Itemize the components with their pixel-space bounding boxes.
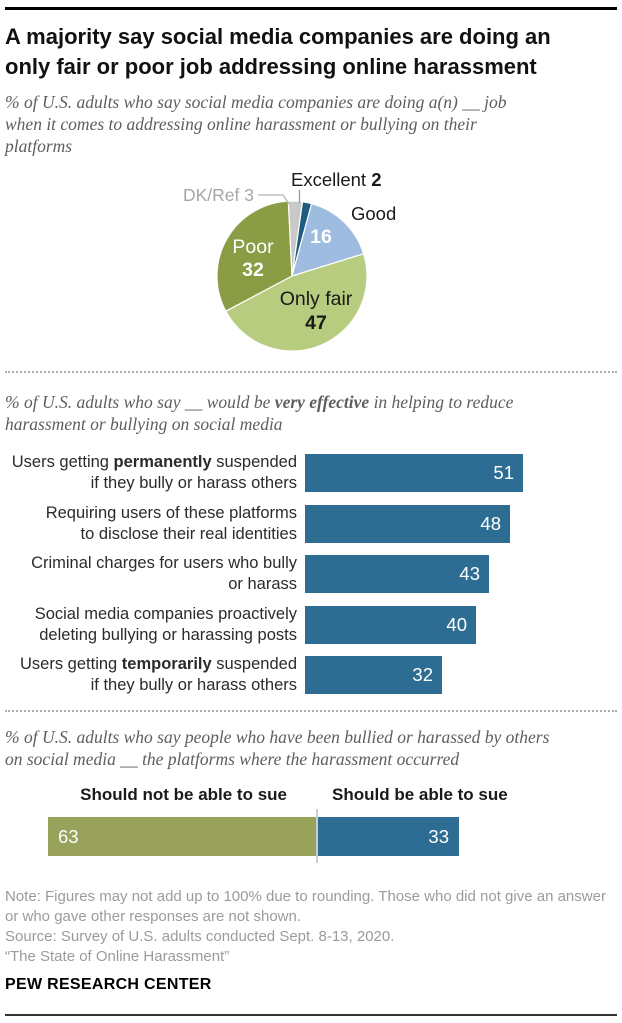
bar-row-label: Users getting temporarily suspended if th… [20, 655, 297, 694]
pie-label-excellent: Excellent 2 [291, 169, 382, 190]
bar-row-label: Users getting permanently suspended if th… [11, 453, 297, 492]
stacked-segment-should-not-be-able-to-sue: 63 [48, 817, 318, 856]
stacked-segment-should-be-able-to-sue: 33 [318, 817, 459, 856]
pie-label-good: Good [351, 203, 396, 224]
pie-chart-job-rating: Excellent 2 DK/Ref 3 Good 16 Poor 32 Only fair… [150, 163, 470, 369]
bar-43: 43 [305, 555, 489, 593]
chart-title: A majority say social media companies ar… [5, 22, 551, 82]
stacked-bar-divider-line [316, 809, 318, 863]
bar-32: 32 [305, 656, 442, 694]
footnote: Note: Figures may not add up to 100% due… [5, 887, 606, 967]
bar-value-label: 32 [412, 664, 433, 685]
section2-intro-post: in helping to reduce [369, 392, 514, 412]
section1-intro-line2: when it comes to addressing online haras… [5, 114, 477, 134]
section1-intro-line3: platforms [5, 136, 73, 156]
sue-header-right: Should be able to sue [332, 785, 508, 804]
section1-intro: % of U.S. adults who say social media co… [5, 91, 506, 157]
chart-title-line2: only fair or poor job addressing online … [5, 54, 537, 79]
svg-text:Poor: Poor [232, 236, 274, 258]
stacked-value-label: 33 [428, 826, 449, 847]
section3-intro-line2: on social media __ the platforms where t… [5, 749, 460, 769]
pie-label-dkref: DK/Ref 3 [183, 185, 254, 205]
bottom-rule [5, 1014, 617, 1016]
section2-intro-bold: very effective [274, 392, 370, 412]
svg-text:Only fair: Only fair [280, 288, 353, 310]
pie-slice-poor [216, 200, 293, 313]
sue-header-left: Should not be able to sue [80, 785, 287, 804]
source-line: Source: Survey of U.S. adults conducted … [5, 928, 395, 945]
section3-intro-line1: % of U.S. adults who say people who have… [5, 727, 550, 747]
section2-intro-pre: % of U.S. adults who say __ would be [5, 392, 275, 412]
chart-title-line1: A majority say social media companies ar… [5, 24, 551, 49]
top-rule [5, 7, 617, 10]
brand-pew-research-center: PEW RESEARCH CENTER [5, 976, 212, 993]
bar-value-label: 43 [459, 563, 480, 584]
bar-value-label: 40 [446, 614, 467, 635]
pie-slice-dk-ref [287, 200, 304, 277]
section-divider-1 [5, 371, 617, 373]
section2-intro: % of U.S. adults who say __ would be ver… [5, 391, 513, 435]
note-line1: Note: Figures may not add up to 100% due… [5, 888, 606, 905]
bar-40: 40 [305, 606, 476, 644]
pie-slice-only-fair [224, 253, 368, 352]
bar-value-label: 51 [493, 462, 514, 483]
bar-row-label: Social media companies proactively deleti… [34, 605, 297, 644]
bar-value-label: 48 [480, 513, 501, 534]
svg-text:47: 47 [305, 312, 327, 334]
svg-text:16: 16 [310, 226, 332, 248]
note-line2: or who gave other responses are not show… [5, 908, 302, 925]
section1-intro-line1: % of U.S. adults who say social media co… [5, 92, 507, 112]
section3-intro: % of U.S. adults who say people who have… [5, 726, 549, 770]
bar-48: 48 [305, 505, 510, 543]
report-title-line: “The State of Online Harassment” [5, 948, 230, 965]
section2-intro-line1: % of U.S. adults who say __ would be ver… [5, 391, 513, 413]
bar-51: 51 [305, 454, 523, 492]
pie-slice-good [291, 202, 365, 277]
svg-text:32: 32 [242, 259, 264, 281]
bar-row-label: Criminal charges for users who bully or h… [31, 554, 297, 593]
stacked-value-label: 63 [58, 826, 79, 847]
bar-row-label: Requiring users of these platforms to dis… [45, 504, 297, 543]
section-divider-2 [5, 710, 617, 712]
section2-intro-line2: harassment or bullying on social media [5, 414, 283, 434]
